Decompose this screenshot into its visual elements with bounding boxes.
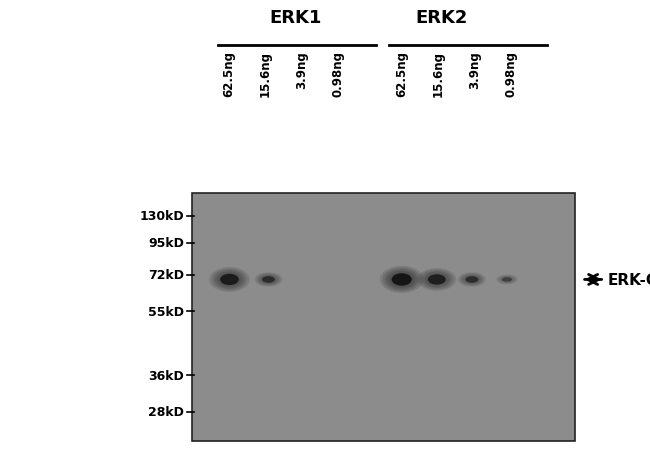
Text: 0.98ng: 0.98ng bbox=[332, 51, 344, 97]
Ellipse shape bbox=[427, 274, 447, 286]
Ellipse shape bbox=[380, 266, 424, 293]
Bar bbox=[192, 193, 575, 441]
Ellipse shape bbox=[462, 274, 482, 285]
Text: 28kD: 28kD bbox=[148, 405, 184, 418]
Text: 3.9ng: 3.9ng bbox=[295, 51, 308, 89]
Ellipse shape bbox=[428, 275, 446, 285]
Ellipse shape bbox=[497, 275, 517, 284]
Ellipse shape bbox=[258, 274, 279, 285]
Ellipse shape bbox=[263, 277, 274, 283]
Ellipse shape bbox=[506, 279, 508, 280]
Text: 130kD: 130kD bbox=[139, 210, 184, 222]
Ellipse shape bbox=[499, 276, 515, 283]
Text: ERK-GST: ERK-GST bbox=[608, 273, 650, 287]
Ellipse shape bbox=[432, 277, 442, 283]
Text: 15.6ng: 15.6ng bbox=[432, 51, 445, 97]
Ellipse shape bbox=[504, 278, 510, 281]
Ellipse shape bbox=[265, 278, 272, 282]
Ellipse shape bbox=[254, 273, 283, 287]
Text: ERK1: ERK1 bbox=[270, 10, 322, 27]
Ellipse shape bbox=[261, 276, 276, 283]
Ellipse shape bbox=[262, 277, 275, 283]
Ellipse shape bbox=[460, 273, 484, 286]
Ellipse shape bbox=[496, 275, 518, 285]
Ellipse shape bbox=[502, 277, 512, 282]
Ellipse shape bbox=[500, 277, 514, 283]
Ellipse shape bbox=[469, 278, 475, 282]
Ellipse shape bbox=[216, 272, 242, 288]
Ellipse shape bbox=[503, 278, 511, 282]
Text: 95kD: 95kD bbox=[148, 237, 184, 250]
Text: 3.9ng: 3.9ng bbox=[468, 51, 481, 89]
Ellipse shape bbox=[465, 276, 479, 283]
Ellipse shape bbox=[227, 278, 232, 281]
Ellipse shape bbox=[260, 275, 277, 284]
Ellipse shape bbox=[220, 274, 239, 285]
Ellipse shape bbox=[434, 278, 439, 281]
Ellipse shape bbox=[458, 273, 486, 287]
Ellipse shape bbox=[256, 273, 281, 286]
Ellipse shape bbox=[219, 273, 240, 286]
Ellipse shape bbox=[463, 275, 480, 284]
Ellipse shape bbox=[209, 268, 250, 293]
Ellipse shape bbox=[392, 273, 411, 286]
Ellipse shape bbox=[388, 271, 415, 288]
Ellipse shape bbox=[422, 271, 451, 288]
Ellipse shape bbox=[502, 278, 512, 282]
Text: 55kD: 55kD bbox=[148, 305, 184, 318]
Ellipse shape bbox=[385, 269, 418, 290]
Text: 0.98ng: 0.98ng bbox=[504, 51, 517, 97]
Text: 15.6ng: 15.6ng bbox=[259, 51, 272, 97]
Text: ERK2: ERK2 bbox=[416, 10, 468, 27]
Ellipse shape bbox=[222, 275, 237, 284]
Ellipse shape bbox=[396, 277, 407, 283]
Ellipse shape bbox=[399, 278, 404, 282]
Text: 62.5ng: 62.5ng bbox=[222, 51, 235, 97]
Ellipse shape bbox=[383, 268, 421, 292]
Ellipse shape bbox=[470, 279, 474, 281]
Ellipse shape bbox=[224, 277, 235, 283]
Text: 62.5ng: 62.5ng bbox=[395, 51, 408, 97]
Ellipse shape bbox=[430, 276, 444, 284]
Ellipse shape bbox=[214, 270, 244, 289]
Ellipse shape bbox=[266, 279, 270, 281]
Text: 72kD: 72kD bbox=[148, 269, 184, 282]
Ellipse shape bbox=[424, 273, 449, 287]
Ellipse shape bbox=[465, 277, 478, 283]
Text: 36kD: 36kD bbox=[148, 369, 184, 382]
Ellipse shape bbox=[391, 273, 413, 287]
Ellipse shape bbox=[393, 275, 410, 285]
Ellipse shape bbox=[420, 270, 454, 290]
Ellipse shape bbox=[467, 277, 477, 283]
Ellipse shape bbox=[212, 269, 247, 291]
Ellipse shape bbox=[417, 268, 456, 291]
